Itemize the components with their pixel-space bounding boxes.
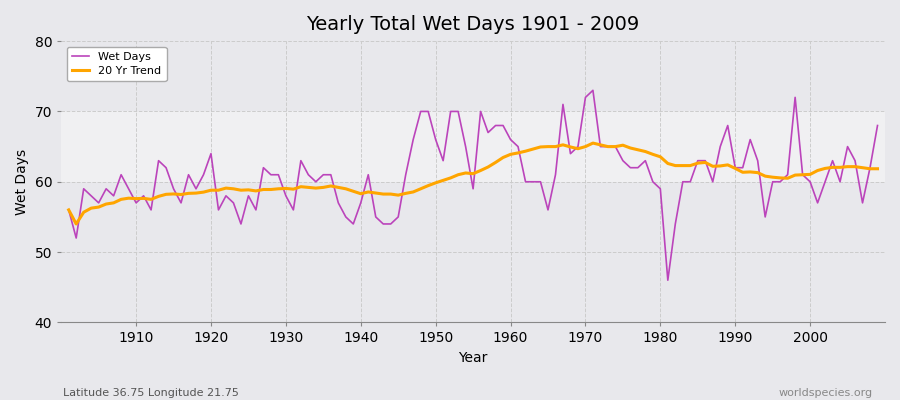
Wet Days xyxy=(602,144,613,149)
Y-axis label: Wet Days: Wet Days xyxy=(15,149,29,215)
20 Yr Trend xyxy=(63,208,74,212)
Wet Days xyxy=(63,208,74,212)
Wet Days xyxy=(333,200,344,205)
Title: Yearly Total Wet Days 1901 - 2009: Yearly Total Wet Days 1901 - 2009 xyxy=(307,15,640,34)
Wet Days xyxy=(288,208,299,212)
X-axis label: Year: Year xyxy=(458,351,488,365)
Wet Days xyxy=(498,123,508,128)
20 Yr Trend xyxy=(340,186,351,191)
Legend: Wet Days, 20 Yr Trend: Wet Days, 20 Yr Trend xyxy=(67,47,166,81)
20 Yr Trend xyxy=(295,184,306,189)
Wet Days xyxy=(123,186,134,191)
20 Yr Trend xyxy=(130,196,141,201)
20 Yr Trend xyxy=(71,222,82,226)
Wet Days xyxy=(505,137,516,142)
Text: Latitude 36.75 Longitude 21.75: Latitude 36.75 Longitude 21.75 xyxy=(63,388,238,398)
Line: 20 Yr Trend: 20 Yr Trend xyxy=(68,143,878,224)
20 Yr Trend xyxy=(505,152,516,157)
Line: Wet Days: Wet Days xyxy=(68,90,878,280)
Text: worldspecies.org: worldspecies.org xyxy=(778,388,873,398)
20 Yr Trend xyxy=(513,150,524,155)
Wet Days xyxy=(872,123,883,128)
Wet Days xyxy=(588,88,598,93)
Wet Days xyxy=(662,278,673,283)
20 Yr Trend xyxy=(610,144,621,149)
20 Yr Trend xyxy=(872,166,883,171)
20 Yr Trend xyxy=(588,141,598,146)
Bar xyxy=(61,112,885,182)
